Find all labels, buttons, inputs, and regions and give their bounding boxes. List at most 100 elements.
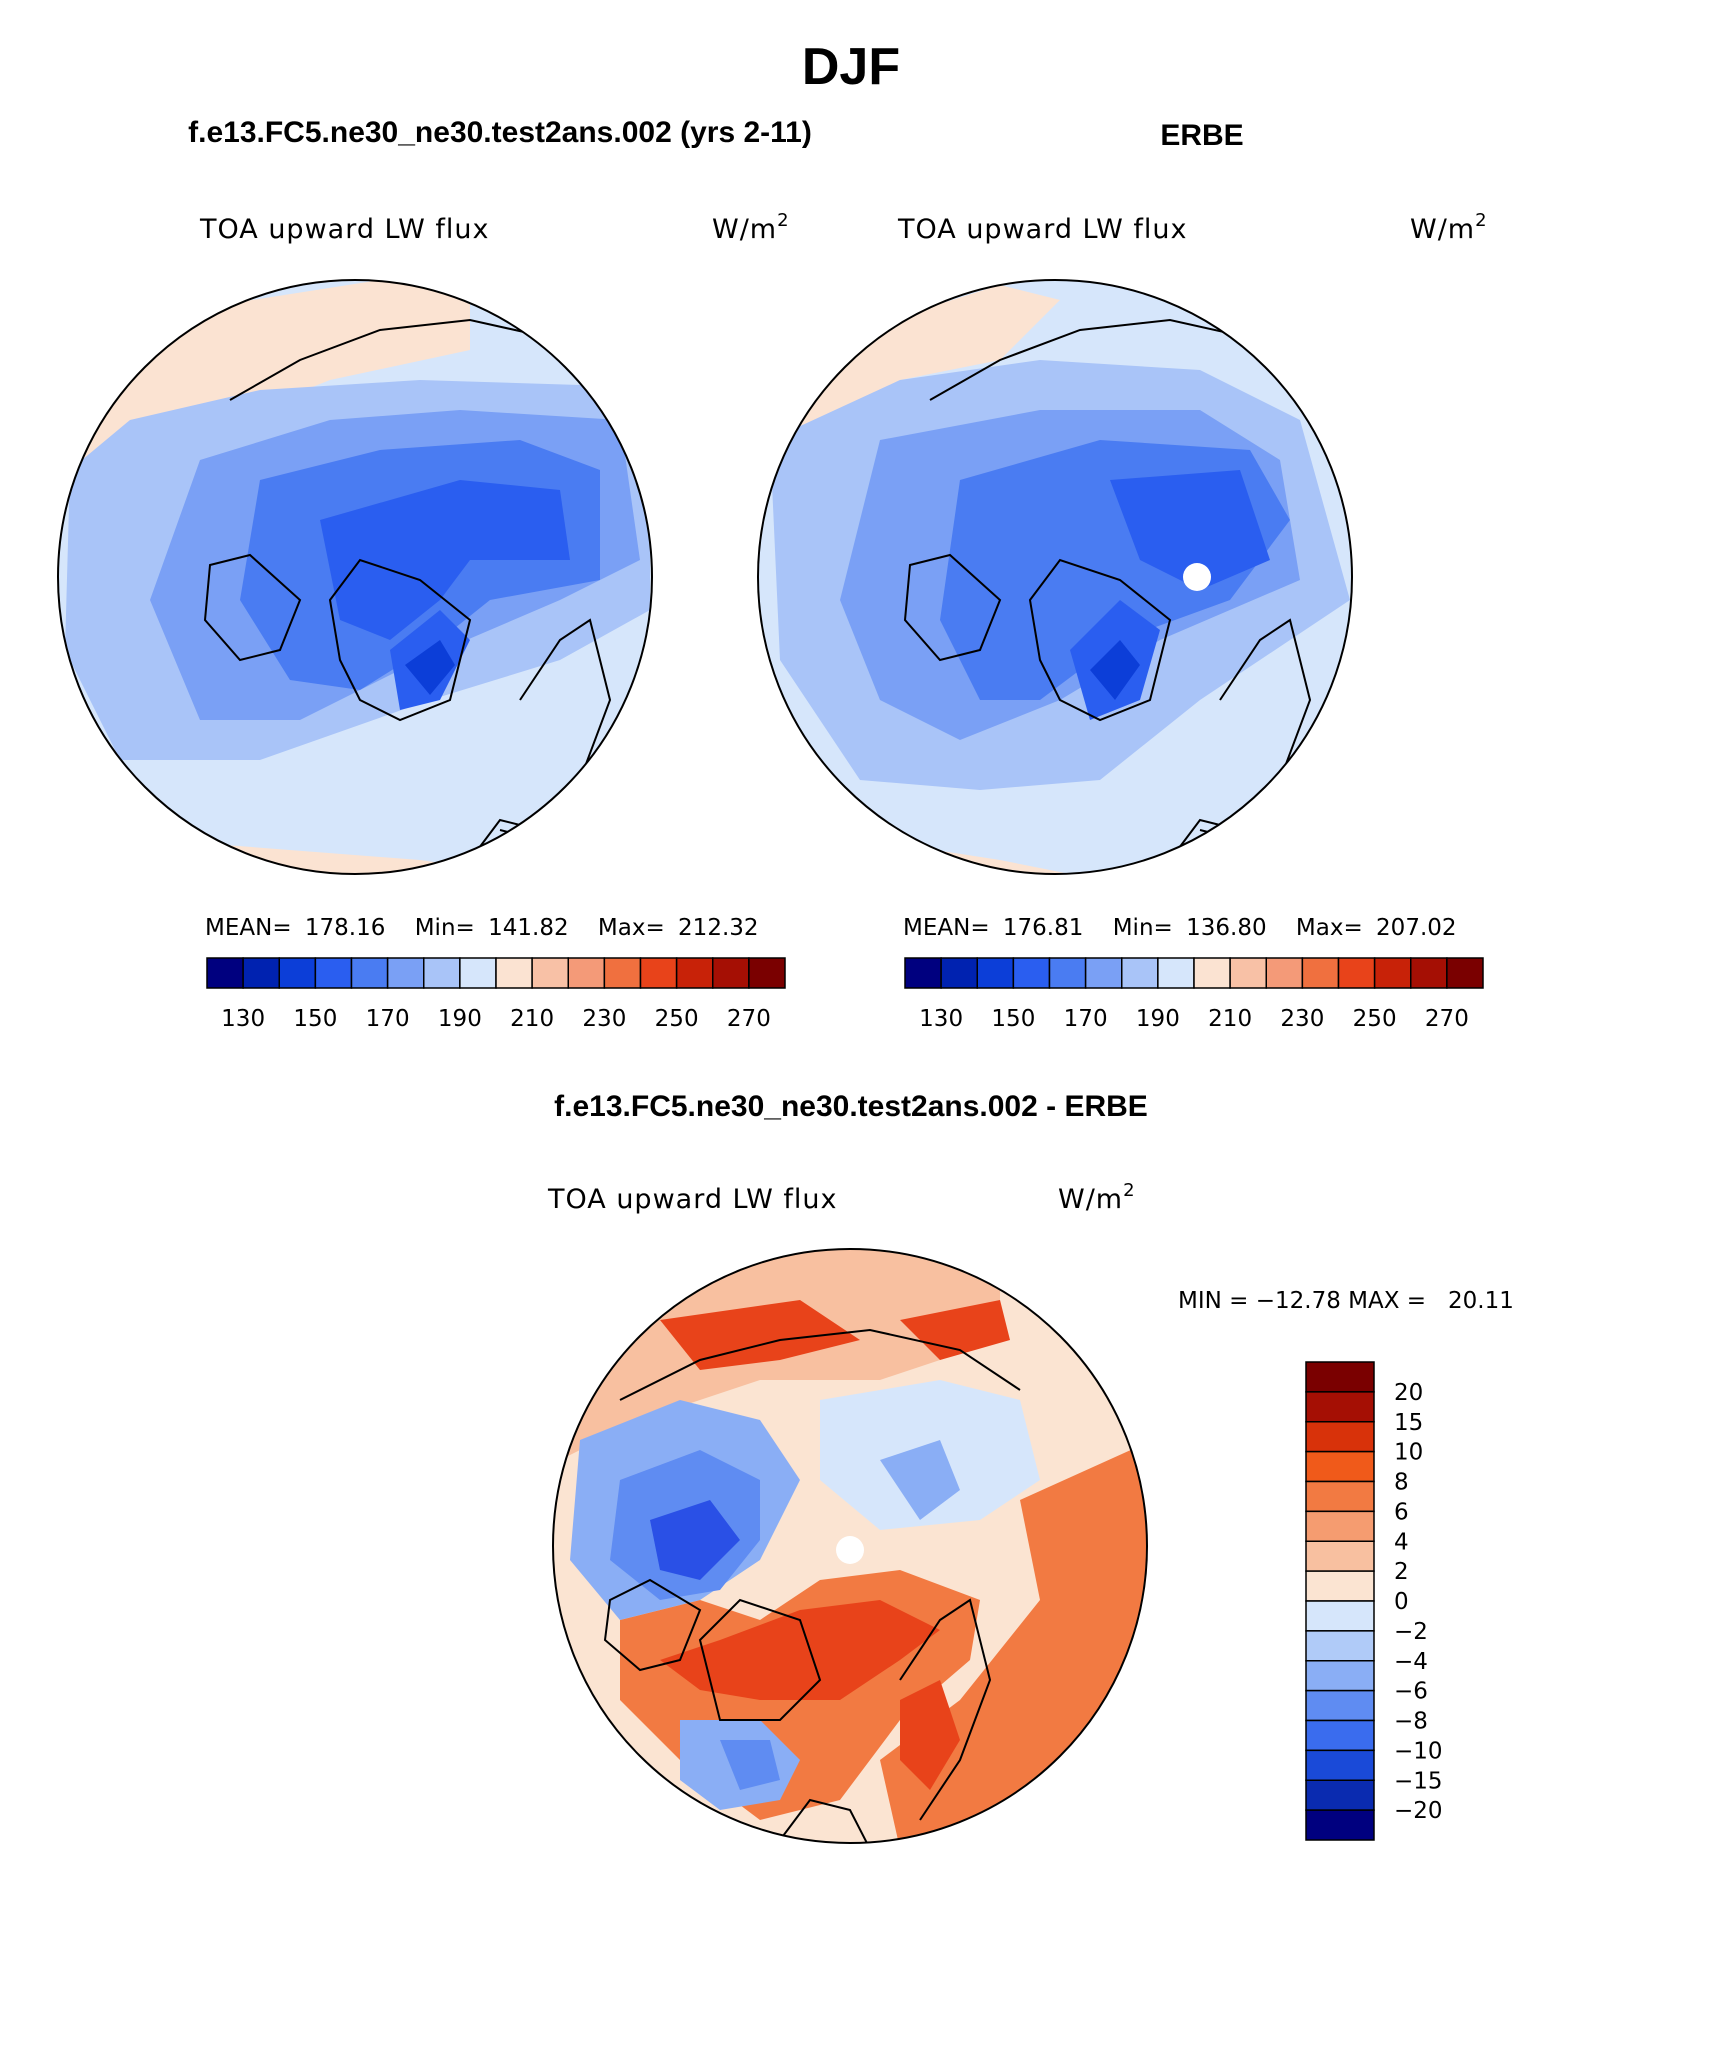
model-colorbar-box	[350, 957, 389, 989]
obs-colorbar-ticks: 130 150 170 190 210 230 250 270	[919, 1006, 1469, 1032]
diff-panel-title: f.e13.FC5.ne30_ne30.test2ans.002 - ERBE	[554, 1090, 1148, 1123]
obs-colorbar-box	[1012, 957, 1051, 989]
model-colorbar-box	[423, 957, 461, 989]
obs-colorbar-box	[1301, 957, 1340, 989]
model-colorbar-box	[748, 957, 786, 989]
diff-colorbar-tick-label: 8	[1394, 1470, 1409, 1496]
model-colorbar-tick-label: 250	[655, 1006, 699, 1032]
diff-colorbar-box	[1305, 1809, 1375, 1841]
model-panel: TOA upward LW flux W/m2 MEAN= 178.16 Min…	[57, 210, 790, 1032]
diff-colorbar-tick-label: −20	[1394, 1798, 1443, 1824]
obs-colorbar-box	[1157, 957, 1195, 989]
obs-units-label: W/m2	[1410, 210, 1488, 245]
model-colorbar-box	[603, 957, 642, 989]
diff-colorbar-box	[1305, 1630, 1375, 1662]
diff-colorbar-box	[1305, 1749, 1375, 1781]
obs-polar-map	[758, 280, 1352, 874]
diff-colorbar-tick-label: 6	[1394, 1499, 1409, 1525]
model-colorbar-box	[712, 957, 750, 989]
diff-colorbar-box	[1305, 1510, 1375, 1542]
diff-colorbar-tick-label: −2	[1394, 1619, 1428, 1645]
obs-variable-label: TOA upward LW flux	[897, 214, 1188, 245]
diff-map-boundary	[552, 1248, 1148, 1844]
season-title: DJF	[802, 38, 900, 96]
obs-colorbar-tick-label: 230	[1280, 1006, 1324, 1032]
model-colorbar-box	[242, 957, 280, 989]
obs-colorbar	[904, 957, 1484, 989]
model-colorbar-tick-label: 170	[366, 1006, 410, 1032]
obs-colorbar-tick-label: 150	[991, 1006, 1035, 1032]
diff-units-label: W/m2	[1058, 1180, 1136, 1215]
obs-colorbar-box	[1084, 957, 1123, 989]
obs-colorbar-box	[1265, 957, 1304, 989]
diff-colorbar	[1305, 1361, 1375, 1841]
obs-colorbar-box	[976, 957, 1015, 989]
model-colorbar-tick-label: 230	[582, 1006, 626, 1032]
diff-colorbar-tick-label: 0	[1394, 1589, 1409, 1615]
diff-colorbar-tick-label: −15	[1394, 1768, 1443, 1794]
diff-colorbar-tick-label: 10	[1394, 1440, 1423, 1466]
obs-colorbar-tick-label: 130	[919, 1006, 963, 1032]
diff-colorbar-tick-label: 4	[1394, 1529, 1409, 1555]
diff-colorbar-box	[1305, 1600, 1375, 1632]
diff-colorbar-tick-label: −4	[1394, 1649, 1428, 1675]
diff-colorbar-tick-label: −6	[1394, 1679, 1428, 1705]
model-colorbar-box	[567, 957, 606, 989]
model-colorbar-box	[459, 957, 497, 989]
obs-colorbar-box	[940, 957, 978, 989]
model-colorbar-box	[531, 957, 569, 989]
model-colorbar-box	[386, 957, 425, 989]
obs-colorbar-tick-label: 170	[1064, 1006, 1108, 1032]
obs-colorbar-box	[1048, 957, 1087, 989]
diff-colorbar-tick-label: 20	[1394, 1380, 1423, 1406]
model-colorbar-box	[314, 957, 353, 989]
obs-colorbar-tick-label: 250	[1353, 1006, 1397, 1032]
model-colorbar-box	[495, 957, 533, 989]
model-colorbar-tick-label: 150	[293, 1006, 337, 1032]
obs-colorbar-box	[1229, 957, 1267, 989]
obs-stats: MEAN= 176.81 Min= 136.80 Max= 207.02	[903, 915, 1457, 941]
diff-minmax-label: MIN = −12.78 MAX = 20.11	[1178, 1288, 1514, 1314]
model-colorbar-tick-label: 130	[221, 1006, 265, 1032]
obs-colorbar-box	[1121, 957, 1159, 989]
diff-colorbar-box	[1305, 1660, 1375, 1692]
obs-colorbar-box	[1410, 957, 1448, 989]
diff-colorbar-tick-label: −10	[1394, 1738, 1443, 1764]
model-colorbar-tick-label: 270	[727, 1006, 771, 1032]
model-colorbar-box	[639, 957, 678, 989]
diff-variable-label: TOA upward LW flux	[547, 1184, 838, 1215]
model-map-boundary	[57, 279, 653, 875]
obs-colorbar-box	[1337, 957, 1376, 989]
model-colorbar-box	[278, 957, 317, 989]
model-colorbar	[206, 957, 786, 989]
model-colorbar-box	[675, 957, 714, 989]
obs-panel: TOA upward LW flux W/m2 MEAN= 176.81 Min…	[757, 210, 1488, 1032]
obs-colorbar-tick-label: 210	[1208, 1006, 1252, 1032]
diff-panel: TOA upward LW flux W/m2 MIN = −12.78 MAX…	[547, 1180, 1514, 1844]
model-panel-title: f.e13.FC5.ne30_ne30.test2ans.002 (yrs 2-…	[188, 116, 812, 149]
diff-colorbar-box	[1305, 1689, 1375, 1722]
obs-colorbar-tick-label: 190	[1136, 1006, 1180, 1032]
model-colorbar-tick-label: 210	[510, 1006, 554, 1032]
diff-colorbar-box	[1305, 1361, 1375, 1393]
diff-colorbar-box	[1305, 1719, 1375, 1752]
model-colorbar-ticks: 130 150 170 190 210 230 250 270	[221, 1006, 771, 1032]
obs-colorbar-box	[1446, 957, 1484, 989]
diff-colorbar-tick-label: 15	[1394, 1410, 1423, 1436]
diff-colorbar-box	[1305, 1779, 1375, 1811]
diff-colorbar-box	[1305, 1450, 1375, 1483]
obs-map-boundary	[757, 279, 1353, 875]
model-units-label: W/m2	[712, 210, 790, 245]
diff-colorbar-box	[1305, 1391, 1375, 1423]
diff-colorbar-tick-label: −8	[1394, 1709, 1428, 1735]
diff-colorbar-box	[1305, 1540, 1375, 1572]
obs-colorbar-box	[1373, 957, 1412, 989]
obs-panel-title: ERBE	[1160, 119, 1243, 152]
model-polar-map	[58, 280, 652, 874]
model-colorbar-tick-label: 190	[438, 1006, 482, 1032]
model-colorbar-box	[206, 957, 244, 989]
obs-colorbar-box	[1193, 957, 1231, 989]
model-variable-label: TOA upward LW flux	[199, 214, 490, 245]
model-stats: MEAN= 178.16 Min= 141.82 Max= 212.32	[205, 915, 759, 941]
